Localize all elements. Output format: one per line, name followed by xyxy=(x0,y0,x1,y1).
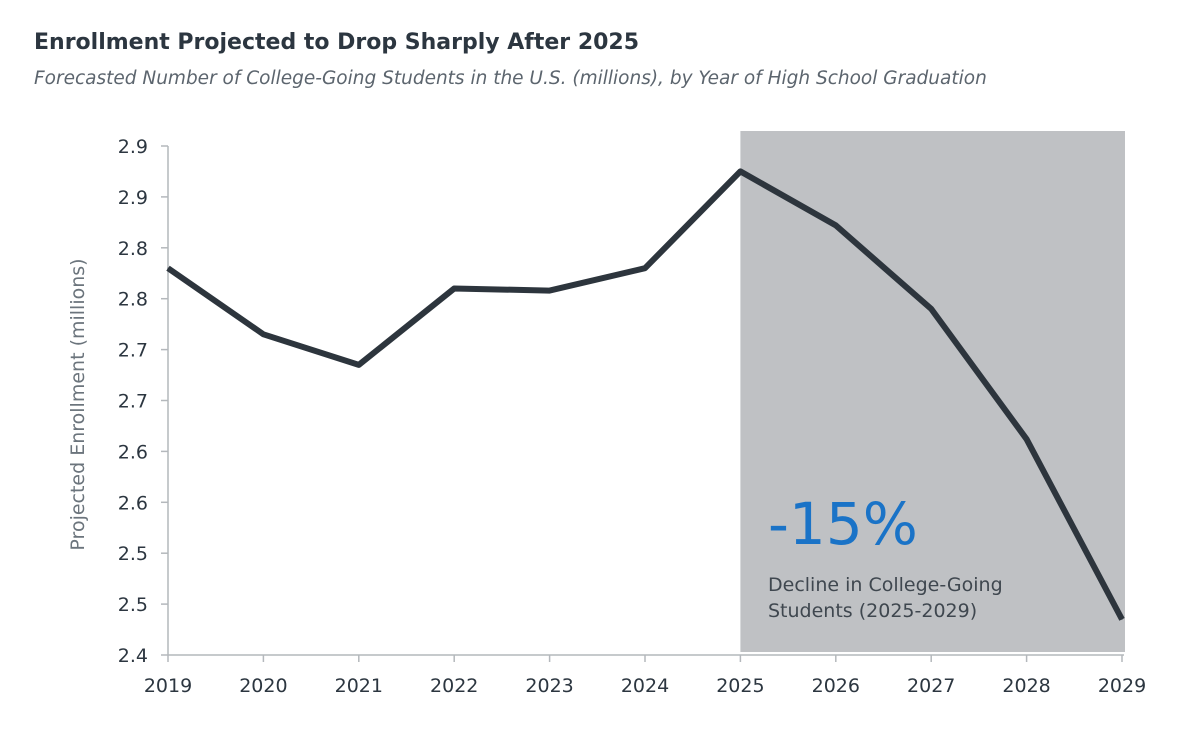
x-tick-label: 2025 xyxy=(716,675,764,697)
y-tick-label: 2.4 xyxy=(118,645,148,667)
projection-shaded-region xyxy=(740,131,1125,652)
data-point xyxy=(835,224,837,226)
chart-title: Enrollment Projected to Drop Sharply Aft… xyxy=(34,30,640,55)
data-point xyxy=(644,267,646,269)
y-tick-label: 2.5 xyxy=(118,594,148,616)
chart-subtitle: Forecasted Number of College-Going Stude… xyxy=(34,68,987,89)
x-tick-label: 2023 xyxy=(525,675,573,697)
y-tick-label: 2.8 xyxy=(118,289,148,311)
y-tick-label: 2.7 xyxy=(118,391,148,413)
x-tick-label: 2024 xyxy=(621,675,669,697)
y-axis-label: Projected Enrollment (millions) xyxy=(67,258,89,550)
x-tick-label: 2021 xyxy=(335,675,383,697)
y-tick-label: 2.6 xyxy=(118,441,148,463)
y-tick-label: 2.6 xyxy=(118,492,148,514)
data-point xyxy=(358,364,360,366)
data-point xyxy=(1121,618,1123,620)
y-tick-label: 2.8 xyxy=(118,238,148,260)
y-tick-label: 2.7 xyxy=(118,340,148,362)
callout-label-line-2: Students (2025-2029) xyxy=(768,600,977,622)
x-tick-label: 2026 xyxy=(812,675,860,697)
data-point xyxy=(549,290,551,292)
x-tick-label: 2029 xyxy=(1098,675,1146,697)
data-point xyxy=(1026,438,1028,440)
x-tick-label: 2020 xyxy=(239,675,287,697)
x-tick-label: 2027 xyxy=(907,675,955,697)
data-point xyxy=(930,308,932,310)
callout-label-line-1: Decline in College-Going xyxy=(768,574,1003,596)
data-point xyxy=(453,288,455,290)
data-point xyxy=(739,170,741,172)
x-tick-label: 2019 xyxy=(144,675,192,697)
y-tick-label: 2.9 xyxy=(118,187,148,209)
data-point xyxy=(262,333,264,335)
x-tick-label: 2022 xyxy=(430,675,478,697)
data-point xyxy=(167,267,169,269)
x-tick-label: 2028 xyxy=(1002,675,1050,697)
y-tick-label: 2.9 xyxy=(118,136,148,158)
y-tick-label: 2.5 xyxy=(118,543,148,565)
callout-value: -15% xyxy=(768,490,918,558)
